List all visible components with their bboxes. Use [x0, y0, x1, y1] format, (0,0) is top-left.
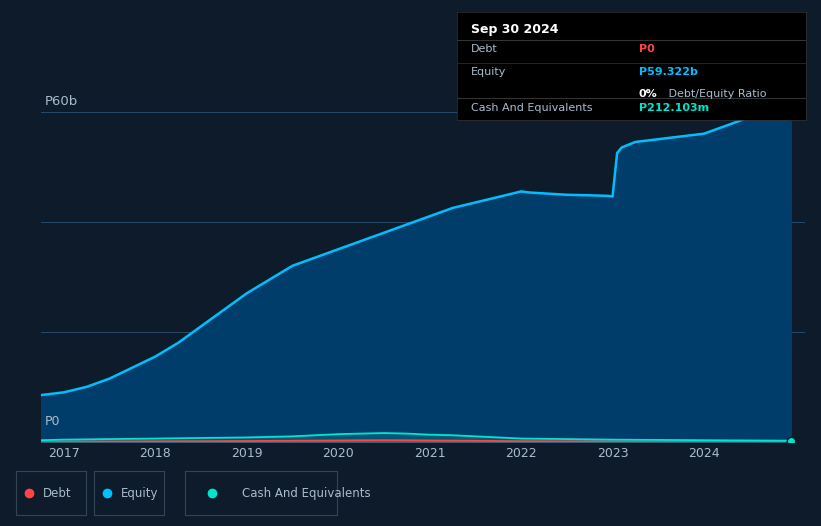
Text: P59.322b: P59.322b — [639, 67, 698, 77]
Text: P0: P0 — [45, 414, 61, 428]
Text: P0: P0 — [639, 45, 654, 55]
Text: Cash And Equivalents: Cash And Equivalents — [471, 103, 593, 113]
Text: 0%: 0% — [639, 89, 658, 99]
Text: Debt/Equity Ratio: Debt/Equity Ratio — [665, 89, 767, 99]
Text: Sep 30 2024: Sep 30 2024 — [471, 23, 559, 36]
Text: P60b: P60b — [45, 95, 78, 108]
Text: P212.103m: P212.103m — [639, 103, 709, 113]
Text: Debt: Debt — [471, 45, 498, 55]
Text: Cash And Equivalents: Cash And Equivalents — [242, 487, 371, 500]
Text: Equity: Equity — [471, 67, 507, 77]
Text: Debt: Debt — [43, 487, 71, 500]
Text: Equity: Equity — [121, 487, 158, 500]
